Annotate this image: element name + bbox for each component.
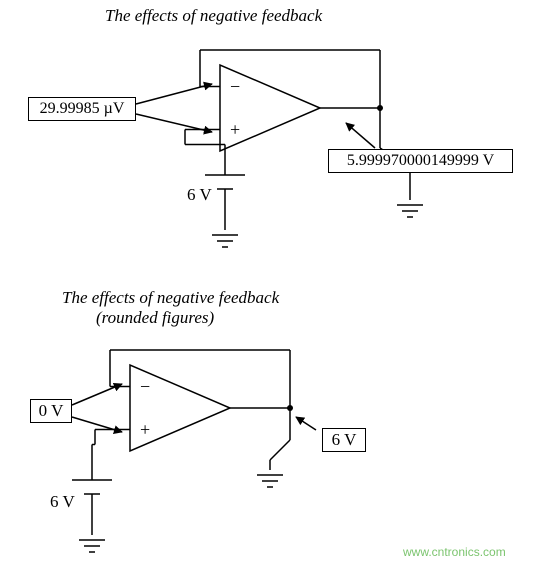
watermark: www.cntronics.com [403,545,506,559]
circuit2-output-box: 6 V [322,428,366,452]
circuit2-title: The effects of negative feedback (rounde… [62,288,279,328]
circuit2-source-label: 6 V [50,492,75,512]
page: − + − + The effects of negative feedback 29… [0,0,546,570]
circuit-svg: − + − + [0,0,546,570]
circuit1-source-label: 6 V [187,185,212,205]
svg-text:+: + [230,120,240,140]
svg-text:−: − [140,377,150,397]
svg-text:−: − [230,77,240,97]
svg-text:+: + [140,420,150,440]
circuit1-output-box: 5.999970000149999 V [328,149,513,173]
circuit1-diff-input-box: 29.99985 µV [28,97,136,121]
circuit1-title: The effects of negative feedback [105,6,322,26]
circuit2-diff-input-box: 0 V [30,399,72,423]
